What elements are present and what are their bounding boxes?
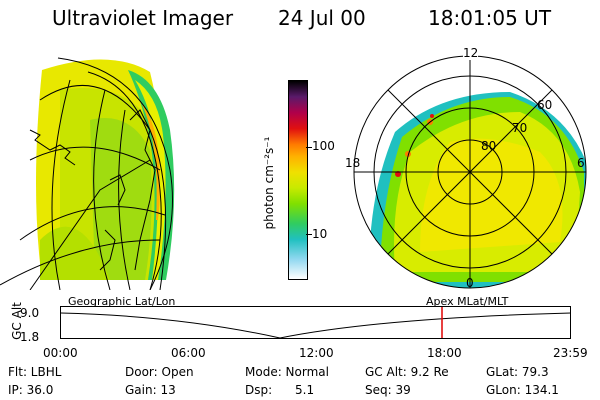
altitude-timeline	[60, 306, 572, 339]
timeline-xtick-2359: 23:59	[553, 346, 588, 360]
colorbar-label-10: 10	[312, 227, 328, 241]
mlat-label-80: 80	[481, 139, 497, 153]
mlt-label-0: 0	[466, 276, 474, 290]
polar-panel-label: Apex MLat/MLT	[426, 295, 509, 308]
date-label: 24 Jul 00	[278, 6, 366, 30]
geographic-panel-label: Geographic Lat/Lon	[68, 295, 176, 308]
door-value: Door: Open	[125, 365, 194, 379]
timeline-ytick-9: 9.0	[20, 306, 40, 320]
ip-value: IP: 36.0	[8, 383, 54, 397]
timeline-xtick-0600: 06:00	[171, 346, 206, 360]
polar-grid	[353, 55, 587, 289]
mlat-label-60: 60	[537, 98, 553, 112]
coastlines	[29, 109, 156, 271]
colorbar-tick-100	[306, 147, 312, 148]
mlat-label-70: 70	[512, 121, 528, 135]
colorbar	[288, 80, 308, 280]
dsp-value: Dsp: 5.1	[245, 383, 315, 397]
glat-value: GLat: 79.3	[486, 365, 549, 379]
gain-value: Gain: 13	[125, 383, 176, 397]
geographic-image	[0, 57, 175, 290]
mode-value: Mode: Normal	[245, 365, 329, 379]
colorbar-unit-label: photon cm⁻²s⁻¹	[262, 136, 276, 230]
timeline-xtick-1800: 18:00	[427, 346, 462, 360]
polar-plot	[353, 55, 587, 289]
instrument-title: Ultraviolet Imager	[52, 6, 234, 30]
seq-value: Seq: 39	[365, 383, 411, 397]
mlt-label-12: 12	[463, 46, 479, 60]
timeline-xtick-1200: 12:00	[299, 346, 334, 360]
polar-emission	[369, 92, 586, 288]
earth-disk	[36, 59, 163, 281]
mlt-label-6: 6	[577, 156, 585, 170]
timeline-ytick-1-8: 1.8	[20, 330, 40, 344]
time-label: 18:01:05 UT	[428, 6, 552, 30]
filter-value: Flt: LBHL	[8, 365, 62, 379]
gc-alt-value: GC Alt: 9.2 Re	[365, 365, 449, 379]
colorbar-tick-10	[306, 234, 312, 235]
mlt-label-18: 18	[345, 156, 361, 170]
glon-value: GLon: 134.1	[486, 383, 559, 397]
colorbar-label-100: 100	[312, 139, 335, 153]
timeline-xtick-0000: 00:00	[43, 346, 78, 360]
